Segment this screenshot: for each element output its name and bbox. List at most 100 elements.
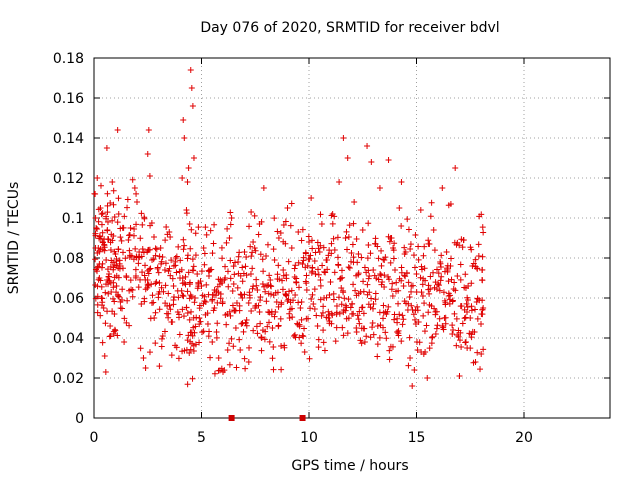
data-point (411, 264, 418, 271)
data-point (204, 321, 211, 327)
data-point (128, 286, 135, 293)
data-point (230, 281, 237, 287)
data-point (94, 309, 101, 316)
data-point (226, 308, 233, 315)
data-point (319, 262, 326, 269)
data-point (275, 262, 282, 269)
data-point (158, 335, 165, 342)
data-point (186, 221, 193, 227)
data-point (188, 226, 195, 233)
data-point (277, 315, 284, 322)
data-point (416, 339, 423, 346)
data-point (439, 185, 446, 191)
data-point (322, 269, 329, 276)
data-point (309, 291, 316, 298)
data-point (430, 269, 437, 276)
data-point (421, 243, 428, 250)
data-point (198, 268, 205, 275)
data-point (471, 306, 478, 313)
data-point (133, 221, 140, 228)
data-point (179, 175, 186, 181)
data-point (103, 215, 110, 222)
data-point (194, 271, 201, 277)
data-point (472, 358, 479, 365)
data-point (119, 286, 126, 293)
data-point (389, 343, 396, 350)
data-point (173, 344, 180, 351)
data-point (249, 265, 256, 272)
data-point (301, 349, 308, 355)
data-point (334, 254, 341, 261)
data-point (347, 304, 354, 311)
data-point (360, 325, 367, 332)
data-point (257, 251, 264, 258)
data-point (407, 241, 414, 248)
data-point (124, 204, 131, 211)
data-point (107, 333, 114, 340)
data-point (195, 224, 202, 231)
data-point (302, 249, 309, 256)
data-point (270, 366, 277, 373)
data-point (215, 355, 222, 361)
data-point (164, 231, 171, 238)
data-point (99, 229, 106, 236)
plot-frame (93, 57, 611, 419)
data-point (177, 257, 184, 264)
grid-lines (94, 58, 610, 418)
data-point (283, 292, 290, 299)
data-point (391, 240, 398, 247)
data-point (344, 330, 351, 337)
data-point (331, 247, 338, 253)
data-point (248, 308, 255, 315)
data-point (227, 275, 234, 282)
data-point (364, 281, 371, 288)
data-point (435, 282, 442, 289)
data-point (320, 327, 327, 334)
data-point (403, 269, 410, 276)
data-point (278, 343, 285, 349)
data-point (173, 253, 180, 260)
x-tick-label: 15 (408, 430, 426, 446)
data-point (453, 315, 460, 322)
data-point (420, 252, 427, 259)
data-point (226, 340, 233, 347)
data-point (363, 333, 370, 340)
data-point (235, 253, 242, 260)
data-point (321, 268, 328, 275)
data-point (425, 240, 432, 247)
data-point (186, 349, 193, 356)
data-point (438, 273, 445, 280)
data-point (474, 315, 481, 322)
data-point (420, 312, 427, 319)
data-point (393, 279, 400, 286)
data-point (353, 328, 360, 335)
data-point (180, 117, 187, 123)
data-point (184, 309, 191, 316)
data-point (389, 293, 396, 299)
data-point (451, 310, 458, 317)
data-point (109, 217, 116, 224)
data-point (276, 276, 283, 283)
data-point (456, 242, 463, 249)
data-point (239, 295, 246, 301)
data-point (343, 228, 350, 235)
data-point (293, 279, 300, 286)
data-point (358, 304, 365, 311)
data-point (395, 287, 402, 294)
data-point (184, 381, 191, 388)
data-point (372, 235, 379, 242)
data-point (355, 251, 362, 257)
data-point (406, 334, 413, 341)
data-point (418, 289, 425, 296)
data-point (305, 315, 312, 322)
data-point (427, 273, 434, 280)
data-point (122, 255, 129, 262)
data-point (266, 272, 273, 279)
data-point (311, 286, 318, 293)
data-point (422, 277, 429, 284)
data-point (227, 257, 234, 264)
data-point (179, 292, 186, 299)
data-point (229, 287, 236, 294)
data-point (157, 245, 164, 251)
data-point (148, 281, 155, 288)
